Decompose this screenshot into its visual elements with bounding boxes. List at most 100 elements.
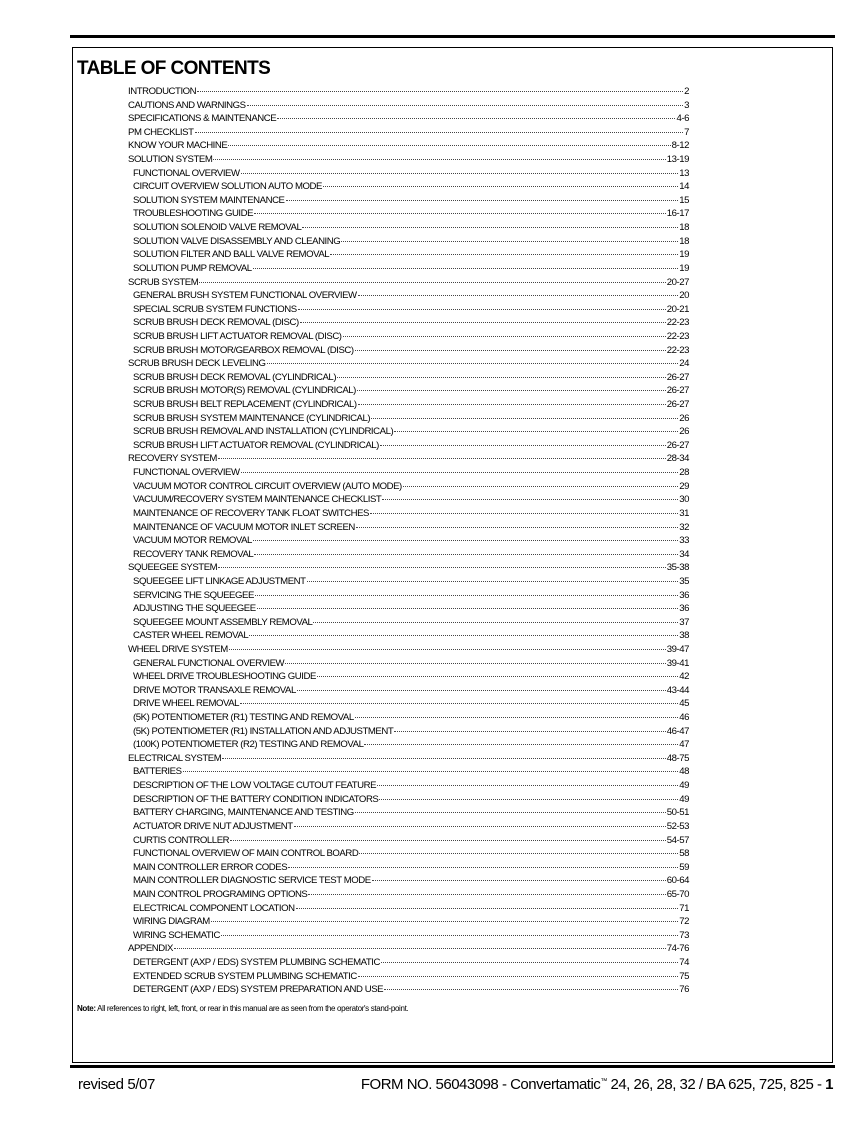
toc-entry[interactable]: SCRUB BRUSH SYSTEM MAINTENANCE (CYLINDRI… xyxy=(128,412,689,426)
toc-entry[interactable]: SCRUB BRUSH LIFT ACTUATOR REMOVAL (DISC)… xyxy=(128,330,689,344)
dot-leader xyxy=(218,567,666,569)
toc-entry[interactable]: (5K) POTENTIOMETER (R1) TESTING AND REMO… xyxy=(128,711,689,725)
toc-entry-page: 76 xyxy=(679,984,689,996)
toc-entry[interactable]: SPECIFICATIONS & MAINTENANCE 4-6 xyxy=(128,112,689,126)
toc-entry-page: 46 xyxy=(679,712,689,724)
toc-entry-page: 48 xyxy=(679,766,689,778)
toc-entry[interactable]: FUNCTIONAL OVERVIEW 13 xyxy=(128,167,689,181)
toc-entry-page: 26-27 xyxy=(666,439,690,451)
toc-entry[interactable]: WHEEL DRIVE TROUBLESHOOTING GUIDE 42 xyxy=(128,670,689,684)
toc-entry[interactable]: SOLUTION VALVE DISASSEMBLY AND CLEANING 1… xyxy=(128,235,689,249)
toc-entry[interactable]: SOLUTION SYSTEM MAINTENANCE 15 xyxy=(128,194,689,208)
dot-leader xyxy=(210,921,679,923)
dot-leader xyxy=(240,472,679,474)
toc-entry[interactable]: DESCRIPTION OF THE BATTERY CONDITION IND… xyxy=(128,793,689,807)
toc-entry[interactable]: RECOVERY TANK REMOVAL 34 xyxy=(128,548,689,562)
toc-entry[interactable]: WIRING DIAGRAM 72 xyxy=(128,915,689,929)
toc-entry-page: 22-23 xyxy=(666,330,690,342)
toc-entry[interactable]: SOLUTION SYSTEM 13-19 xyxy=(128,153,689,167)
toc-entry[interactable]: SCRUB BRUSH MOTOR(S) REMOVAL (CYLINDRICA… xyxy=(128,384,689,398)
dot-leader xyxy=(199,281,666,283)
toc-entry[interactable]: EXTENDED SCRUB SYSTEM PLUMBING SCHEMATIC… xyxy=(128,970,689,984)
toc-entry-page: 73 xyxy=(679,929,689,941)
toc-entry-page: 29 xyxy=(679,480,689,492)
toc-entry[interactable]: MAIN CONTROL PROGRAMING OPTIONS 65-70 xyxy=(128,888,689,902)
toc-entry[interactable]: SCRUB BRUSH REMOVAL AND INSTALLATION (CY… xyxy=(128,425,689,439)
toc-entry[interactable]: VACUUM MOTOR CONTROL CIRCUIT OVERVIEW (A… xyxy=(128,480,689,494)
toc-entry[interactable]: KNOW YOUR MACHINE 8-12 xyxy=(128,139,689,153)
toc-entry[interactable]: VACUUM MOTOR REMOVAL 33 xyxy=(128,534,689,548)
toc-entry[interactable]: SQUEEGEE LIFT LINKAGE ADJUSTMENT 35 xyxy=(128,575,689,589)
dot-leader xyxy=(222,757,666,759)
toc-entry[interactable]: SOLUTION PUMP REMOVAL 19 xyxy=(128,262,689,276)
toc-entry-label: SOLUTION SOLENOID VALVE REMOVAL xyxy=(133,222,302,234)
toc-entry[interactable]: SCRUB BRUSH BELT REPLACEMENT (CYLINDRICA… xyxy=(128,398,689,412)
toc-entry-page: 35-38 xyxy=(666,562,690,574)
toc-entry[interactable]: ELECTRICAL SYSTEM 48-75 xyxy=(128,752,689,766)
toc-entry[interactable]: DESCRIPTION OF THE LOW VOLTAGE CUTOUT FE… xyxy=(128,779,689,793)
toc-entry[interactable]: CASTER WHEEL REMOVAL 38 xyxy=(128,629,689,643)
toc-entry[interactable]: GENERAL BRUSH SYSTEM FUNCTIONAL OVERVIEW… xyxy=(128,289,689,303)
toc-entry[interactable]: WHEEL DRIVE SYSTEM 39-47 xyxy=(128,643,689,657)
toc-entry[interactable]: MAINTENANCE OF RECOVERY TANK FLOAT SWITC… xyxy=(128,507,689,521)
toc-entry-label: ELECTRICAL SYSTEM xyxy=(128,752,222,764)
toc-entry-page: 65-70 xyxy=(666,888,690,900)
toc-entry-page: 24 xyxy=(679,358,689,370)
toc-entry[interactable]: DETERGENT (AXP / EDS) SYSTEM PLUMBING SC… xyxy=(128,956,689,970)
toc-entry[interactable]: WIRING SCHEMATIC 73 xyxy=(128,929,689,943)
toc-entry[interactable]: VACUUM/RECOVERY SYSTEM MAINTENANCE CHECK… xyxy=(128,493,689,507)
toc-entry[interactable]: SOLUTION SOLENOID VALVE REMOVAL 18 xyxy=(128,221,689,235)
toc-entry-page: 13-19 xyxy=(666,154,690,166)
form-prefix: FORM NO. 56043098 - Convertamatic xyxy=(360,1076,601,1093)
toc-entry-label: DRIVE MOTOR TRANSAXLE REMOVAL xyxy=(133,684,296,696)
dot-leader xyxy=(364,744,679,746)
toc-entry[interactable]: (100K) POTENTIOMETER (R2) TESTING AND RE… xyxy=(128,738,689,752)
toc-entry[interactable]: SQUEEGEE MOUNT ASSEMBLY REMOVAL 37 xyxy=(128,616,689,630)
toc-entry[interactable]: FUNCTIONAL OVERVIEW OF MAIN CONTROL BOAR… xyxy=(128,847,689,861)
toc-entry-label: (100K) POTENTIOMETER (R2) TESTING AND RE… xyxy=(133,739,364,751)
toc-entry[interactable]: CIRCUIT OVERVIEW SOLUTION AUTO MODE 14 xyxy=(128,180,689,194)
toc-entry[interactable]: CURTIS CONTROLLER 54-57 xyxy=(128,834,689,848)
dot-leader xyxy=(394,730,666,732)
toc-entry[interactable]: DRIVE WHEEL REMOVAL 45 xyxy=(128,697,689,711)
toc-entry-label: SOLUTION SYSTEM xyxy=(128,154,213,166)
toc-entry[interactable]: DETERGENT (AXP / EDS) SYSTEM PREPARATION… xyxy=(128,983,689,997)
toc-entry[interactable]: SCRUB BRUSH LIFT ACTUATOR REMOVAL (CYLIN… xyxy=(128,439,689,453)
toc-entry[interactable]: SCRUB BRUSH MOTOR/GEARBOX REMOVAL (DISC)… xyxy=(128,344,689,358)
toc-entry[interactable]: ADJUSTING THE SQUEEGEE 36 xyxy=(128,602,689,616)
toc-entry[interactable]: INTRODUCTION 2 xyxy=(128,85,689,99)
toc-entry[interactable]: SCRUB BRUSH DECK REMOVAL (DISC) 22-23 xyxy=(128,316,689,330)
toc-entry[interactable]: (5K) POTENTIOMETER (R1) INSTALLATION AND… xyxy=(128,725,689,739)
toc-entry[interactable]: FUNCTIONAL OVERVIEW 28 xyxy=(128,466,689,480)
dot-leader xyxy=(296,689,666,691)
toc-entry[interactable]: GENERAL FUNCTIONAL OVERVIEW 39-41 xyxy=(128,657,689,671)
toc-entry[interactable]: ACTUATOR DRIVE NUT ADJUSTMENT 52-53 xyxy=(128,820,689,834)
toc-entry[interactable]: DRIVE MOTOR TRANSAXLE REMOVAL 43-44 xyxy=(128,684,689,698)
toc-entry[interactable]: SCRUB SYSTEM 20-27 xyxy=(128,276,689,290)
toc-entry[interactable]: CAUTIONS AND WARNINGS 3 xyxy=(128,99,689,113)
dot-leader xyxy=(228,648,666,650)
toc-entry[interactable]: APPENDIX 74-76 xyxy=(128,942,689,956)
toc-entry[interactable]: BATTERIES 48 xyxy=(128,765,689,779)
toc-entry[interactable]: SCRUB BRUSH DECK LEVELING 24 xyxy=(128,357,689,371)
toc-entry[interactable]: PM CHECKLIST 7 xyxy=(128,126,689,140)
toc-entry[interactable]: MAINTENANCE OF VACUUM MOTOR INLET SCREEN… xyxy=(128,521,689,535)
toc-entry[interactable]: SERVICING THE SQUEEGEE 36 xyxy=(128,589,689,603)
toc-entry[interactable]: SCRUB BRUSH DECK REMOVAL (CYLINDRICAL) 26… xyxy=(128,371,689,385)
toc-entry[interactable]: MAIN CONTROLLER ERROR CODES 59 xyxy=(128,861,689,875)
toc-entry[interactable]: SPECIAL SCRUB SYSTEM FUNCTIONS 20-21 xyxy=(128,303,689,317)
toc-entry-page: 60-64 xyxy=(666,875,690,887)
toc-entry[interactable]: RECOVERY SYSTEM 28-34 xyxy=(128,452,689,466)
dot-leader xyxy=(297,308,666,310)
dot-leader xyxy=(354,717,679,719)
toc-entry[interactable]: BATTERY CHARGING, MAINTENANCE AND TESTIN… xyxy=(128,806,689,820)
toc-entry[interactable]: MAIN CONTROLLER DIAGNOSTIC SERVICE TEST … xyxy=(128,874,689,888)
toc-entry[interactable]: SOLUTION FILTER AND BALL VALVE REMOVAL 19 xyxy=(128,248,689,262)
dot-leader xyxy=(302,227,679,229)
toc-entry-label: DETERGENT (AXP / EDS) SYSTEM PLUMBING SC… xyxy=(133,957,380,968)
toc-entry-page: 26-27 xyxy=(666,371,690,383)
toc-entry[interactable]: TROUBLESHOOTING GUIDE 16-17 xyxy=(128,207,689,221)
dot-leader xyxy=(357,295,679,297)
toc-entry[interactable]: ELECTRICAL COMPONENT LOCATION 71 xyxy=(128,902,689,916)
toc-entry[interactable]: SQUEEGEE SYSTEM 35-38 xyxy=(128,561,689,575)
